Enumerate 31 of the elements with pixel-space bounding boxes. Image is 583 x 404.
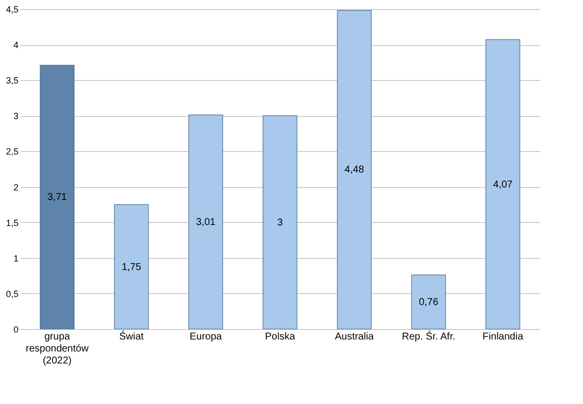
x-tick-label: Australia — [334, 332, 374, 342]
y-tick-label: 3 — [13, 111, 18, 122]
x-tick-label: grupa respondentów (2022) — [26, 332, 90, 366]
y-tick-label: 1,5 — [6, 218, 18, 228]
y-tick-label: 4,5 — [6, 4, 18, 14]
bar — [411, 274, 446, 330]
data-label: 4,07 — [493, 179, 514, 190]
bar — [188, 114, 224, 330]
data-label: 0,76 — [418, 296, 439, 308]
x-tick-label: Europa — [190, 332, 222, 342]
y-tick-label: 4 — [13, 40, 18, 50]
bar — [114, 204, 149, 330]
data-label: 3 — [277, 217, 284, 228]
y-tick-label: 0 — [13, 324, 18, 334]
y-tick-label: 2 — [13, 182, 18, 192]
bar — [40, 64, 74, 330]
x-tick-label: Finlandia — [482, 332, 524, 342]
y-tick-label: 2,5 — [6, 146, 18, 157]
y-tick-label: 1 — [13, 253, 18, 264]
data-label: 3,71 — [47, 192, 68, 204]
data-label: 4,48 — [344, 164, 364, 176]
bar — [336, 10, 372, 330]
y-tick-label: 0,5 — [6, 288, 18, 299]
x-tick-label: Rep. Śr. Afr. — [402, 330, 456, 342]
data-label: 3,01 — [196, 216, 216, 228]
bar — [262, 115, 298, 330]
x-tick-label: Polska — [264, 332, 296, 342]
data-label: 1,75 — [122, 262, 142, 273]
y-tick-label: 3,5 — [6, 76, 18, 86]
bar — [486, 39, 520, 330]
x-tick-label: Świat — [119, 330, 144, 342]
